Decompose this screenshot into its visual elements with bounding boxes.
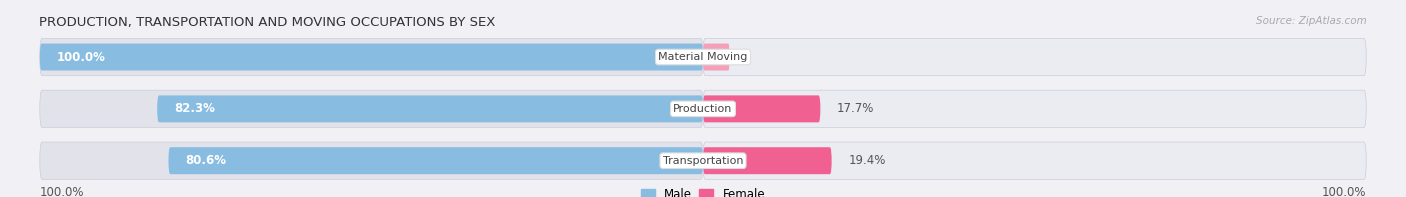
Text: 100.0%: 100.0% [1322, 186, 1367, 197]
Text: 80.6%: 80.6% [186, 154, 226, 167]
FancyBboxPatch shape [703, 147, 832, 174]
Text: 100.0%: 100.0% [39, 186, 84, 197]
FancyBboxPatch shape [703, 95, 820, 122]
Text: 0.0%: 0.0% [720, 50, 749, 63]
FancyBboxPatch shape [39, 38, 703, 76]
FancyBboxPatch shape [169, 147, 703, 174]
Text: 19.4%: 19.4% [848, 154, 886, 167]
Text: Material Moving: Material Moving [658, 52, 748, 62]
FancyBboxPatch shape [703, 90, 1367, 127]
Text: PRODUCTION, TRANSPORTATION AND MOVING OCCUPATIONS BY SEX: PRODUCTION, TRANSPORTATION AND MOVING OC… [39, 16, 496, 29]
Text: 100.0%: 100.0% [56, 50, 105, 63]
Legend: Male, Female: Male, Female [641, 188, 765, 197]
Text: Transportation: Transportation [662, 156, 744, 166]
Text: 82.3%: 82.3% [174, 102, 215, 115]
FancyBboxPatch shape [703, 142, 1367, 179]
Text: Source: ZipAtlas.com: Source: ZipAtlas.com [1256, 16, 1367, 26]
FancyBboxPatch shape [703, 44, 730, 71]
Text: 17.7%: 17.7% [837, 102, 875, 115]
FancyBboxPatch shape [157, 95, 703, 122]
FancyBboxPatch shape [39, 44, 703, 71]
Text: Production: Production [673, 104, 733, 114]
FancyBboxPatch shape [39, 142, 703, 179]
FancyBboxPatch shape [39, 90, 703, 127]
FancyBboxPatch shape [703, 38, 1367, 76]
